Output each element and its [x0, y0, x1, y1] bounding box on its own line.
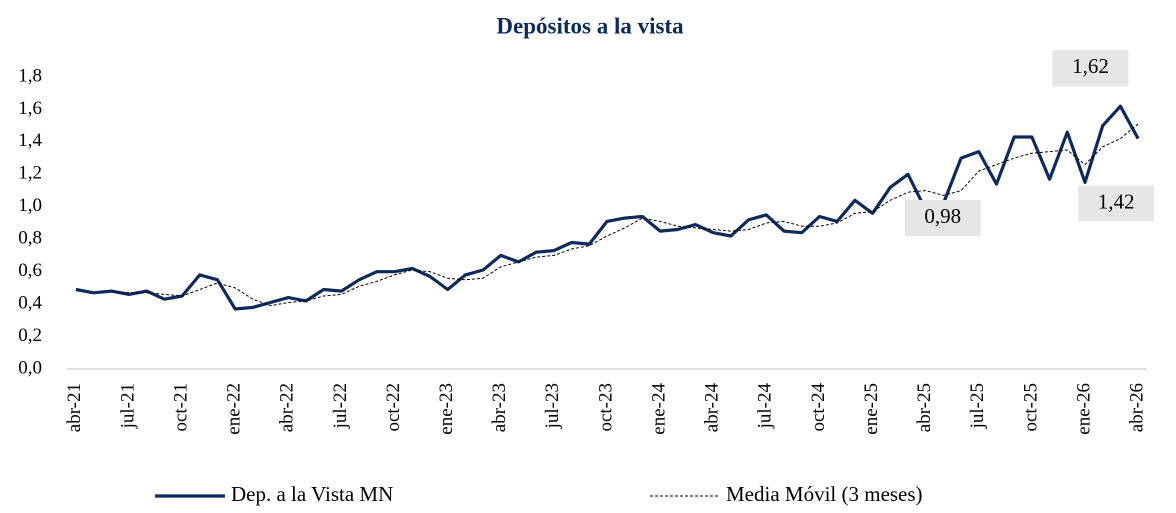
x-tick-label: oct-24	[808, 383, 829, 432]
x-tick-label: oct-22	[383, 383, 404, 432]
x-tick-label: jul-21	[117, 383, 138, 429]
series-line	[111, 123, 1139, 307]
series-line	[75, 104, 1140, 311]
data-label-box	[1078, 185, 1155, 222]
x-tick-label: abr-26	[1127, 383, 1148, 432]
x-tick-label: jul-23	[542, 383, 563, 429]
x-tick-label: ene-24	[648, 383, 669, 435]
x-tick-label: jul-25	[967, 383, 988, 429]
y-tick-label: 1,0	[18, 195, 42, 216]
x-tick-label: abr-22	[277, 383, 298, 432]
x-tick-label: oct-21	[170, 383, 191, 432]
y-tick-label: 1,4	[18, 130, 42, 151]
x-tick-label: ene-26	[1073, 383, 1094, 435]
y-tick-label: 0,8	[18, 228, 42, 249]
x-tick-label: oct-23	[595, 383, 616, 432]
x-tick-label: abr-24	[702, 383, 723, 433]
data-label: 1,42	[1098, 189, 1135, 213]
x-tick-label: ene-23	[436, 383, 457, 435]
y-tick-label: 1,2	[18, 163, 42, 184]
chart-title: Depósitos a la vista	[496, 13, 684, 38]
x-tick-label: abr-23	[489, 383, 510, 432]
x-tick-label: jul-22	[330, 383, 351, 429]
data-label-box	[1052, 50, 1129, 87]
y-tick-label: 0,2	[18, 325, 42, 346]
x-tick-label: ene-25	[861, 383, 882, 435]
x-tick-label: abr-25	[914, 383, 935, 432]
data-label-box	[904, 200, 981, 237]
y-tick-label: 1,6	[18, 98, 42, 119]
data-label: 1,62	[1072, 54, 1109, 78]
x-tick-label: abr-21	[64, 383, 85, 432]
legend-label: Media Móvil (3 meses)	[726, 482, 923, 506]
legend-label: Dep. a la Vista MN	[231, 482, 393, 506]
x-tick-label: oct-25	[1020, 383, 1041, 432]
y-tick-label: 0,6	[18, 260, 42, 281]
y-tick-label: 0,0	[18, 357, 42, 378]
x-tick-label: jul-24	[755, 383, 776, 430]
data-label: 0,98	[924, 204, 961, 228]
y-tick-label: 0,4	[18, 292, 42, 313]
x-tick-label: ene-22	[224, 383, 245, 435]
y-tick-label: 1,8	[18, 65, 42, 86]
